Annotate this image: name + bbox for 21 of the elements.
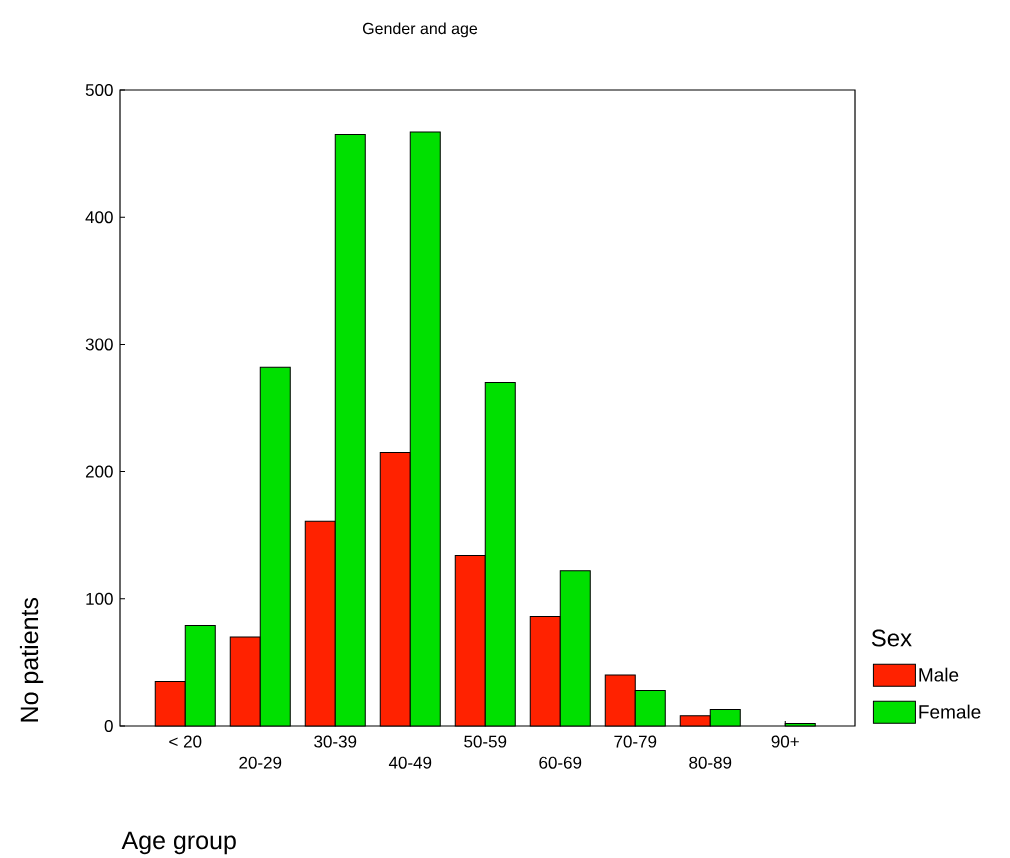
x-axis-title: Age group bbox=[121, 832, 236, 855]
x-tick-label: 90+ bbox=[771, 735, 799, 748]
y-tick-label: 400 bbox=[85, 211, 113, 224]
x-tick-label: 50-59 bbox=[464, 735, 507, 748]
x-tick-label: 60-69 bbox=[539, 756, 582, 769]
x-tick-label: 20-29 bbox=[239, 756, 282, 769]
y-tick-label: 0 bbox=[104, 720, 113, 733]
legend-label: Female bbox=[919, 704, 981, 719]
x-tick-label: < 20 bbox=[169, 735, 202, 748]
y-tick-label: 100 bbox=[86, 593, 113, 606]
chart-title: Gender and age bbox=[362, 22, 478, 38]
y-tick-label: 300 bbox=[85, 338, 113, 351]
x-tick-label: 70-79 bbox=[614, 735, 657, 748]
x-tick-label: 30-39 bbox=[314, 735, 357, 748]
y-axis-title: No patients bbox=[19, 598, 44, 722]
x-tick-label: 40-49 bbox=[388, 756, 432, 769]
legend-label: Male bbox=[919, 667, 959, 682]
y-tick-label: 500 bbox=[85, 84, 113, 97]
y-tick-label: 200 bbox=[85, 465, 113, 478]
legend-title: Sex bbox=[871, 629, 912, 647]
x-tick-label: 80-89 bbox=[689, 756, 732, 769]
